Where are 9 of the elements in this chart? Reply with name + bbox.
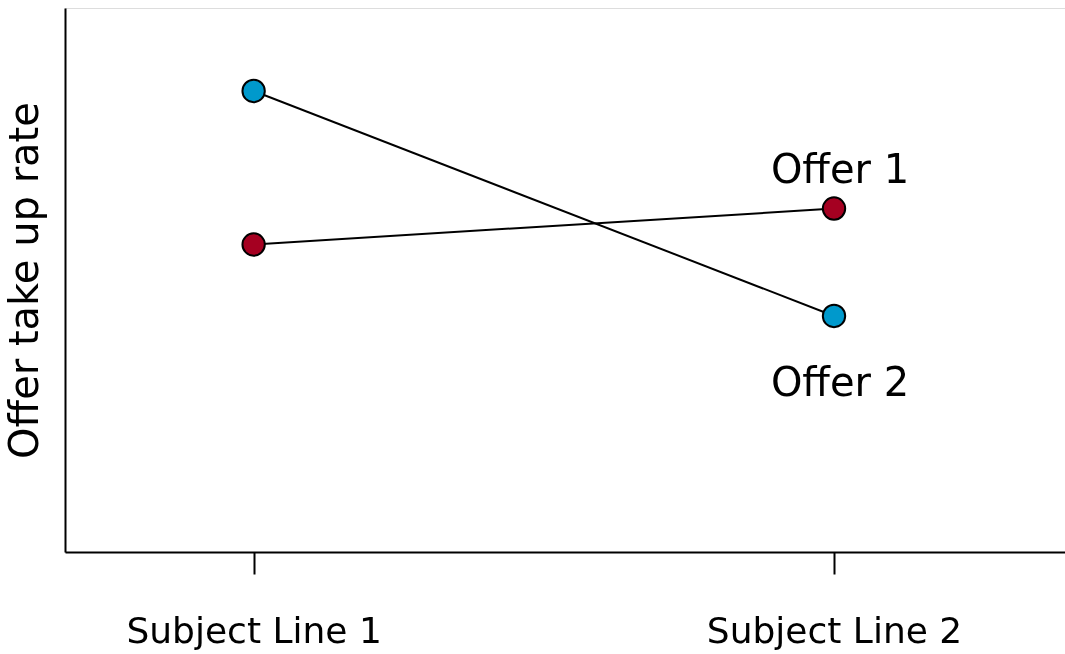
series-label: Offer 2	[770, 358, 910, 405]
point	[241, 232, 266, 257]
point	[821, 303, 847, 329]
x-tick-label: Subject Line 2	[706, 609, 963, 651]
x-tick-label: Subject Line 1	[126, 609, 382, 651]
y-axis-title: Offer take up rate	[0, 102, 47, 459]
point	[241, 78, 266, 104]
point	[821, 196, 847, 221]
series-label: Offer 1	[770, 145, 910, 192]
